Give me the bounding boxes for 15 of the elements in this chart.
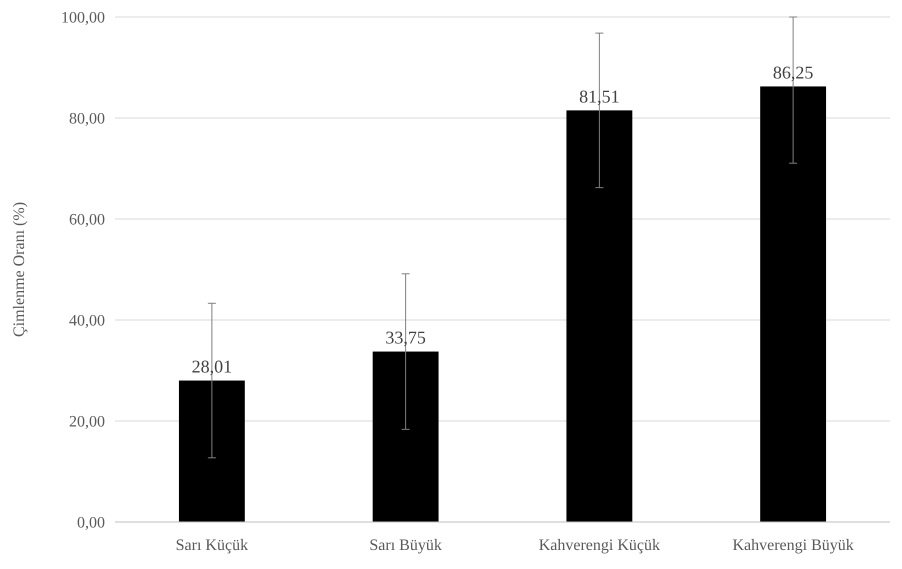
y-tick-label: 60,00 (69, 212, 105, 229)
y-axis-title: Çimlenme Oranı (%) (11, 202, 28, 338)
y-tick-label: 20,00 (69, 414, 105, 431)
y-tick-label: 80,00 (69, 110, 105, 128)
x-tick-label: Sarı Büyük (369, 537, 442, 554)
bar (566, 110, 632, 522)
bar (760, 86, 826, 522)
x-tick-label: Kahverengi Büyük (732, 537, 854, 554)
x-tick-label: Sarı Küçük (176, 537, 248, 554)
y-tick-label: 100,00 (61, 10, 105, 27)
bar (178, 380, 245, 522)
y-tick-label: 0,00 (77, 514, 105, 532)
bar (372, 352, 439, 522)
y-tick-label: 40,00 (69, 312, 105, 330)
x-tick-label: Kahverengi Küçük (538, 537, 660, 554)
